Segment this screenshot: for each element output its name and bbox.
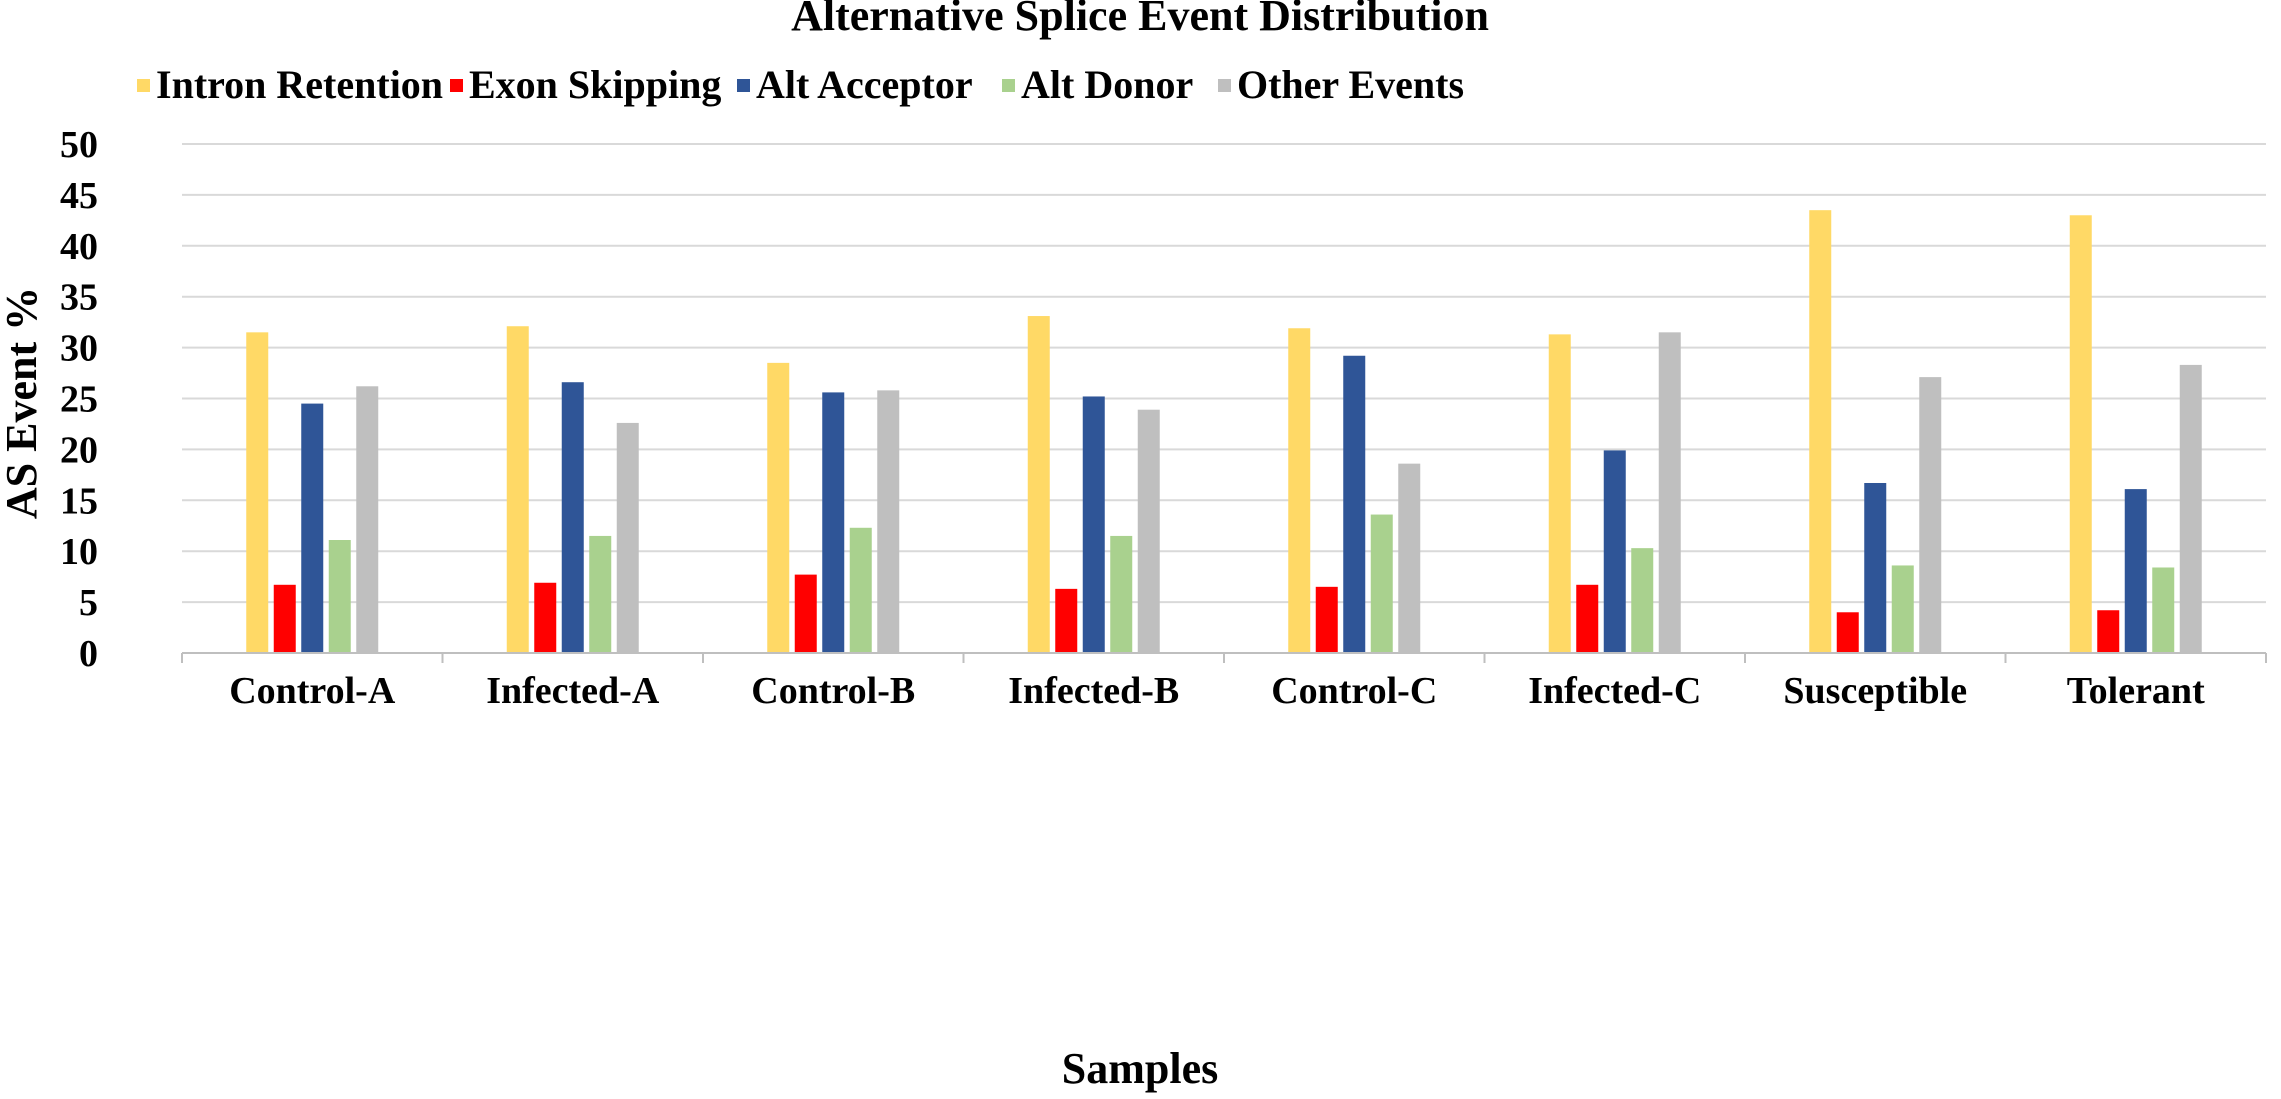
x-tick-label-infected-a: Infected-A xyxy=(486,670,660,712)
legend-label-5: Other Events xyxy=(1237,62,1464,107)
bar-control-b-alt-donor xyxy=(849,527,872,653)
bar-infected-b-other-events xyxy=(1137,409,1160,653)
y-tick-label-5: 5 xyxy=(79,582,98,624)
bar-infected-c-exon-skipping xyxy=(1576,584,1599,653)
legend-swatch-4 xyxy=(1002,79,1015,92)
bar-control-c-exon-skipping xyxy=(1315,586,1338,653)
bar-susceptible-other-events xyxy=(1919,377,1942,653)
bar-control-b-exon-skipping xyxy=(794,574,817,653)
y-axis-ticks: 0 5 10 15 20 25 30 35 40 45 50 xyxy=(60,124,98,675)
bar-infected-a-other-events xyxy=(616,422,639,653)
x-axis-categories: Control-A Infected-A Control-B Infected-B Co… xyxy=(229,670,2205,712)
bar-control-a-alt-donor xyxy=(328,540,351,653)
y-tick-label-35: 35 xyxy=(60,277,98,319)
x-axis xyxy=(181,652,2267,663)
bar-infected-b-exon-skipping xyxy=(1055,588,1078,653)
y-tick-label-40: 40 xyxy=(60,226,98,268)
bar-control-a-exon-skipping xyxy=(273,584,296,653)
bar-control-a-intron-retention xyxy=(246,332,269,653)
bar-susceptible-exon-skipping xyxy=(1836,612,1859,653)
y-tick-label-45: 45 xyxy=(60,175,98,217)
legend-swatch-3 xyxy=(737,79,750,92)
x-tick-label-susceptible: Susceptible xyxy=(1783,670,1967,712)
bar-infected-b-intron-retention xyxy=(1027,316,1050,653)
bar-infected-a-alt-acceptor xyxy=(561,382,584,653)
y-tick-label-30: 30 xyxy=(60,328,98,370)
bar-control-c-other-events xyxy=(1398,463,1421,653)
y-tick-label-10: 10 xyxy=(60,531,98,573)
bar-control-c-alt-donor xyxy=(1370,514,1393,653)
bar-susceptible-alt-acceptor xyxy=(1864,482,1887,653)
bar-control-b-alt-acceptor xyxy=(822,392,845,653)
bar-susceptible-intron-retention xyxy=(1809,210,1832,654)
bar-infected-a-intron-retention xyxy=(506,326,529,653)
bar-tolerant-other-events xyxy=(2179,364,2202,653)
legend-swatch-5 xyxy=(1218,79,1231,92)
x-tick-label-infected-b: Infected-B xyxy=(1008,670,1179,712)
x-tick-label-infected-c: Infected-C xyxy=(1528,670,1701,712)
bar-control-c-intron-retention xyxy=(1288,328,1311,653)
bar-infected-c-alt-donor xyxy=(1631,548,1654,653)
bar-control-c-alt-acceptor xyxy=(1343,355,1366,653)
bar-infected-b-alt-donor xyxy=(1110,535,1133,653)
bars-group xyxy=(246,210,2202,654)
bar-control-a-other-events xyxy=(356,386,379,653)
bar-control-a-alt-acceptor xyxy=(301,403,324,653)
x-tick-label-control-a: Control-A xyxy=(229,670,396,712)
bar-infected-c-intron-retention xyxy=(1548,334,1571,653)
bar-infected-a-exon-skipping xyxy=(534,582,557,653)
x-tick-label-control-c: Control-C xyxy=(1271,670,1437,712)
gridlines xyxy=(182,143,2266,604)
x-axis-label: Samples xyxy=(1062,1044,1218,1093)
y-axis-label: AS Event % xyxy=(0,287,46,519)
y-tick-label-25: 25 xyxy=(60,379,98,421)
y-tick-label-0: 0 xyxy=(79,633,98,675)
y-tick-label-15: 15 xyxy=(60,480,98,522)
legend-label-1: Intron Retention xyxy=(156,62,443,107)
x-tick-label-tolerant: Tolerant xyxy=(2067,670,2205,712)
bar-infected-b-alt-acceptor xyxy=(1082,396,1105,653)
legend-label-2: Exon Skipping xyxy=(469,62,721,107)
chart-title: Alternative Splice Event Distribution xyxy=(791,0,1489,40)
bar-tolerant-alt-acceptor xyxy=(2124,489,2147,653)
bar-control-b-intron-retention xyxy=(767,362,790,653)
bar-infected-a-alt-donor xyxy=(589,535,612,653)
y-tick-label-50: 50 xyxy=(60,124,98,166)
bar-tolerant-intron-retention xyxy=(2069,215,2092,653)
bar-tolerant-exon-skipping xyxy=(2097,610,2120,653)
bar-control-b-other-events xyxy=(877,390,900,653)
bar-infected-c-alt-acceptor xyxy=(1603,450,1626,653)
chart-legend: Intron Retention Exon Skipping Alt Accepto… xyxy=(137,62,1464,107)
legend-label-4: Alt Donor xyxy=(1021,62,1193,107)
legend-label-3: Alt Acceptor xyxy=(756,62,973,107)
bar-infected-c-other-events xyxy=(1658,332,1681,653)
y-tick-label-20: 20 xyxy=(60,429,98,471)
bar-susceptible-alt-donor xyxy=(1891,565,1914,653)
legend-swatch-2 xyxy=(450,79,463,92)
legend-swatch-1 xyxy=(137,79,150,92)
bar-tolerant-alt-donor xyxy=(2152,567,2175,653)
x-tick-label-control-b: Control-B xyxy=(751,670,915,712)
